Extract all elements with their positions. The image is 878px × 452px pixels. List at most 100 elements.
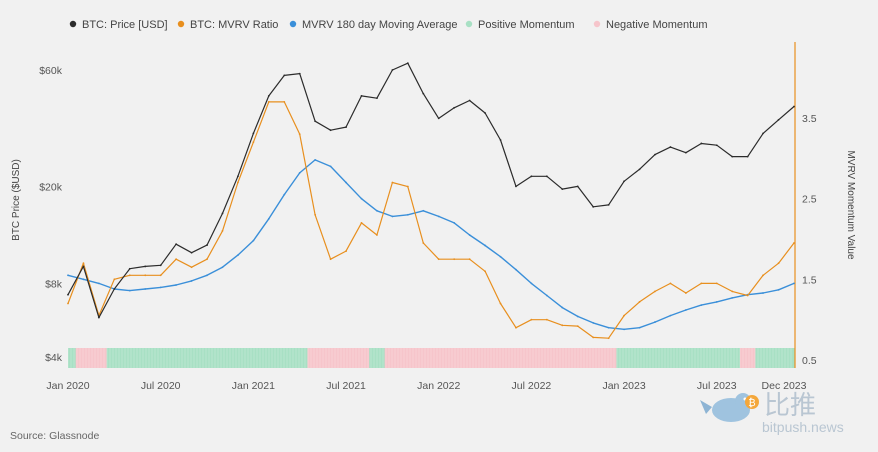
mvrv-point <box>406 185 409 188</box>
ma-point <box>607 326 610 329</box>
mvrv-point <box>237 181 239 184</box>
momentum-segment-positive <box>199 348 216 368</box>
legend-item-negative-momentum[interactable]: Negative Momentum <box>593 19 708 31</box>
mvrv-line <box>67 101 795 339</box>
price-point <box>638 168 641 171</box>
momentum-segment-positive <box>183 348 200 368</box>
price-point <box>376 97 378 100</box>
ma-point <box>515 268 517 271</box>
legend-item-moving-average[interactable]: MVRV 180 day Moving Average <box>289 19 458 31</box>
mvrv-point <box>576 325 579 328</box>
ma-point <box>283 193 286 196</box>
momentum-segment-positive <box>693 348 710 368</box>
mvrv-point <box>669 282 672 285</box>
mvrv-point <box>453 258 456 261</box>
momentum-segment-negative <box>415 348 432 368</box>
price-point <box>175 243 178 246</box>
momentum-segment-positive <box>786 348 795 368</box>
mvrv-point <box>360 221 363 224</box>
price-point <box>777 118 780 121</box>
mvrv-point <box>684 292 687 294</box>
price-point <box>237 175 239 178</box>
mvrv-point <box>113 278 116 281</box>
ma-point <box>530 282 533 285</box>
left-axis-ticks: $4k $8k $20k $60k <box>39 65 63 364</box>
legend: BTC: Price [USD] BTC: MVRV Ratio MVRV 18… <box>69 19 708 31</box>
momentum-segment-positive <box>770 348 787 368</box>
mvrv-point <box>206 258 208 261</box>
legend-item-price[interactable]: BTC: Price [USD] <box>69 19 168 31</box>
price-point <box>499 139 502 141</box>
ma-point <box>731 296 734 299</box>
legend-label-mvrv: BTC: MVRV Ratio <box>190 19 278 31</box>
mvrv-point <box>746 294 749 297</box>
ma-point <box>453 221 456 224</box>
ma-point <box>700 304 703 307</box>
mvrv-point <box>623 314 625 317</box>
price-point <box>576 185 579 188</box>
price-point <box>283 74 286 77</box>
momentum-segment-positive <box>106 348 123 368</box>
right-axis-label: MVRV Momentum Value <box>845 150 856 260</box>
ma-point <box>623 328 625 331</box>
ma-point <box>329 165 332 168</box>
right-tick-label: 2.5 <box>802 194 817 206</box>
x-tick-label: Jan 2023 <box>602 380 645 392</box>
momentum-segment-positive <box>291 348 308 368</box>
ma-point <box>576 315 579 318</box>
mvrv-point <box>515 326 517 329</box>
x-tick-label: Jul 2022 <box>512 380 552 392</box>
momentum-segment-positive <box>369 348 386 368</box>
momentum-segment-negative <box>91 348 108 368</box>
momentum-segment-negative <box>477 348 494 368</box>
legend-label-positive-momentum: Positive Momentum <box>478 19 575 31</box>
mvrv-point <box>128 274 131 277</box>
mvrv-point <box>592 336 595 339</box>
price-point <box>561 188 564 191</box>
price-point <box>515 185 517 188</box>
price-point <box>762 132 765 135</box>
left-axis-label: BTC Price ($USD) <box>11 159 22 241</box>
momentum-segment-negative <box>570 348 586 368</box>
ma-point <box>654 321 656 323</box>
momentum-segment-negative <box>75 348 92 368</box>
ma-point <box>97 282 100 285</box>
mvrv-point <box>252 141 255 144</box>
momentum-segment-positive <box>214 348 231 368</box>
left-tick-label: $60k <box>39 65 63 77</box>
ma-point <box>345 181 347 184</box>
legend-item-positive-momentum[interactable]: Positive Momentum <box>465 19 575 31</box>
ma-point <box>67 274 69 277</box>
price-point <box>623 180 625 183</box>
mvrv-point <box>67 302 69 305</box>
svg-text:₿: ₿ <box>748 397 755 409</box>
mvrv-point <box>329 258 332 261</box>
ma-point <box>298 171 301 174</box>
mvrv-point <box>530 318 533 321</box>
price-point <box>345 126 347 129</box>
ma-line <box>67 159 795 330</box>
right-tick-label: 3.5 <box>802 113 817 125</box>
mvrv-point <box>484 270 486 273</box>
bird-bitcoin-logo-icon: ₿ <box>700 393 759 422</box>
mvrv-point <box>314 213 317 216</box>
mvrv-point <box>82 262 85 265</box>
price-point <box>221 212 224 215</box>
momentum-segment-negative <box>739 348 756 368</box>
price-point <box>654 153 656 156</box>
left-tick-label: $8k <box>45 279 63 291</box>
x-tick-label: Jul 2023 <box>697 380 737 392</box>
watermark-en: bitpush.news <box>762 419 844 435</box>
x-tick-label: Jan 2022 <box>417 380 460 392</box>
legend-item-mvrv[interactable]: BTC: MVRV Ratio <box>177 19 279 31</box>
price-point <box>82 265 85 268</box>
ma-point <box>777 288 780 291</box>
legend-label-price: BTC: Price [USD] <box>82 19 168 31</box>
ma-point <box>437 215 440 218</box>
momentum-segment-positive <box>724 348 741 368</box>
mvrv-point <box>345 250 347 253</box>
ma-point <box>267 217 270 220</box>
momentum-segment-positive <box>662 348 679 368</box>
mvrv-point <box>283 100 286 103</box>
price-point <box>530 175 533 178</box>
